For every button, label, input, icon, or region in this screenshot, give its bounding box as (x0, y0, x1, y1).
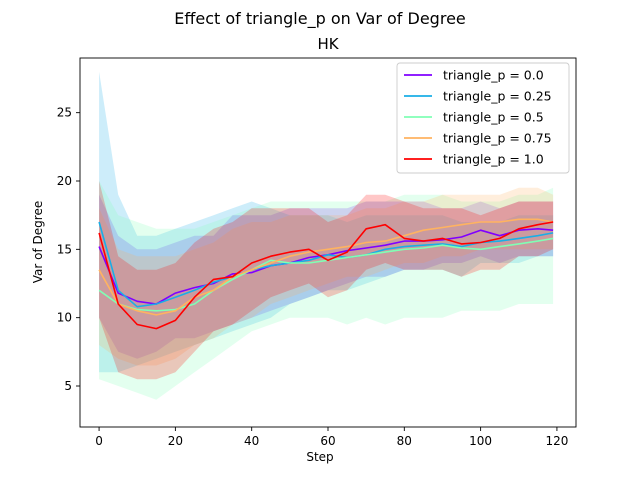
line-series-4 (98, 221, 554, 330)
y-tick-label: 25 (57, 106, 72, 120)
legend-box (396, 62, 570, 174)
x-tick-label: 100 (469, 434, 492, 448)
x-tick-label: 20 (168, 434, 183, 448)
legend-label-4: triangle_p = 1.0 (443, 152, 544, 167)
legend-label-1: triangle_p = 0.25 (443, 89, 552, 104)
x-tick-label: 40 (244, 434, 259, 448)
y-axis-ticks: 5 10 15 20 25 (57, 106, 80, 393)
confidence-bands (99, 71, 554, 400)
band-series-0 (99, 194, 554, 359)
y-tick-label: 15 (57, 242, 72, 256)
series-lines (98, 218, 554, 330)
chart-title: Effect of triangle_p on Var of Degree (174, 9, 466, 29)
legend-label-3: triangle_p = 0.75 (443, 131, 552, 146)
band-series-1 (99, 71, 554, 373)
y-tick-label: 20 (57, 174, 72, 188)
chart-subtitle: HK (317, 35, 339, 53)
x-axis-label: Step (306, 450, 333, 464)
x-axis-ticks: 0 20 40 60 80 100 120 (95, 427, 568, 448)
y-axis-label: Var of Degree (31, 201, 45, 283)
y-tick-label: 5 (64, 379, 72, 393)
legend-label-2: triangle_p = 0.5 (443, 110, 544, 125)
band-series-2 (99, 181, 554, 400)
x-tick-label: 80 (397, 434, 412, 448)
band-series-4 (99, 181, 554, 380)
band-series-3 (99, 187, 554, 366)
line-series-3 (98, 218, 554, 316)
legend: triangle_p = 0.0 triangle_p = 0.25 triangl… (396, 62, 570, 174)
x-tick-label: 60 (320, 434, 335, 448)
y-tick-label: 10 (57, 311, 72, 325)
legend-label-0: triangle_p = 0.0 (443, 68, 544, 83)
x-tick-label: 120 (545, 434, 568, 448)
x-tick-label: 0 (95, 434, 103, 448)
